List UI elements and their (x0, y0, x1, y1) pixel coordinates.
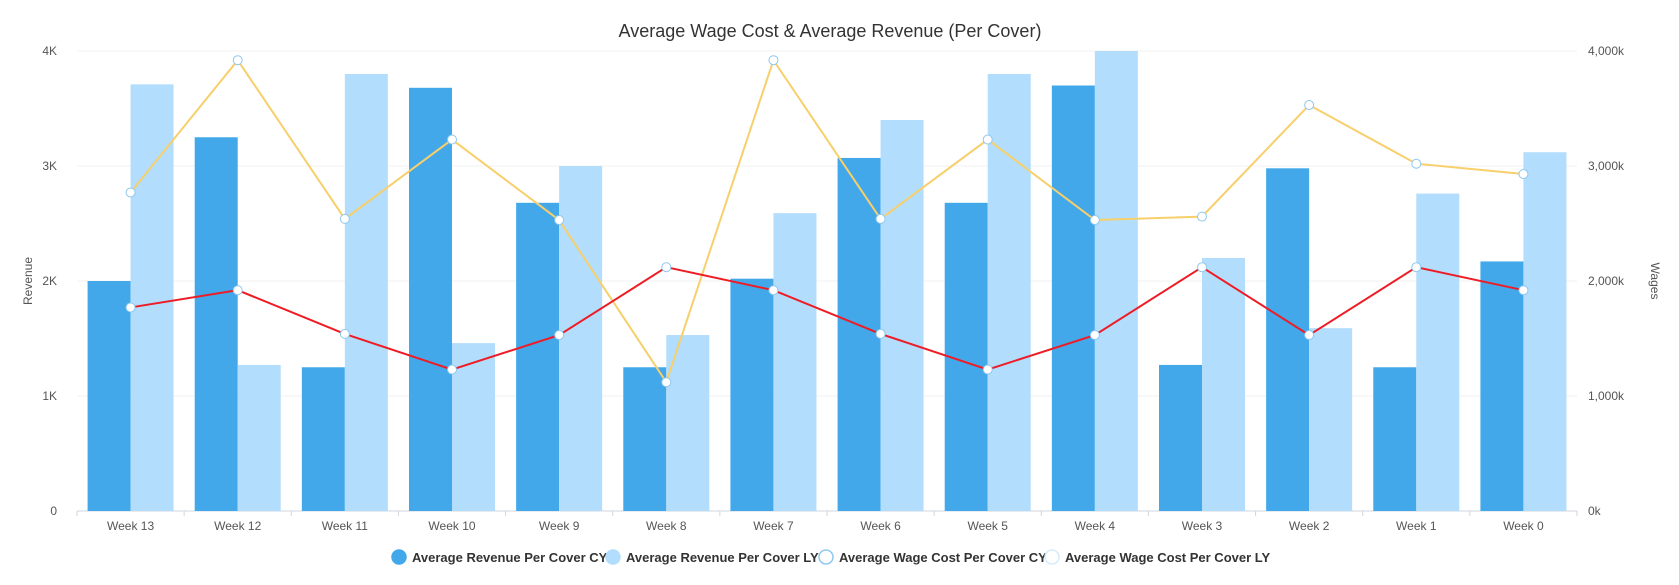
x-tick-label: Week 6 (860, 519, 901, 533)
bar-revenue-ly[interactable] (880, 120, 924, 511)
point-wage-ly[interactable] (982, 134, 993, 145)
x-tick-label: Week 9 (539, 519, 580, 533)
bar-revenue-ly[interactable] (130, 84, 174, 511)
point-wage-ly[interactable] (232, 55, 243, 66)
bar-revenue-cy[interactable] (1266, 168, 1310, 512)
bar-revenue-cy[interactable] (623, 367, 667, 511)
y-axis-left-title: Revenue (21, 257, 35, 305)
y-right-tick-label: 0k (1588, 504, 1602, 518)
bar-series (87, 51, 1567, 512)
bar-revenue-cy[interactable] (516, 202, 560, 512)
bar-revenue-ly[interactable] (987, 74, 1031, 511)
y-right-tick-label: 1,000k (1588, 389, 1625, 403)
y-axis-right-title: Wages (1648, 263, 1662, 300)
y-left-tick-label: 4K (42, 44, 57, 58)
x-tick-label: Week 13 (107, 519, 154, 533)
point-wage-ly[interactable] (875, 213, 886, 224)
legend-label[interactable]: Average Revenue Per Cover LY (626, 550, 819, 565)
point-wage-ly[interactable] (661, 377, 672, 388)
bar-revenue-ly[interactable] (666, 335, 710, 511)
point-wage-cy[interactable] (554, 330, 565, 341)
line-series (125, 55, 1529, 388)
y-right-tick-label: 3,000k (1588, 159, 1625, 173)
bar-revenue-cy[interactable] (1480, 261, 1524, 511)
point-wage-ly[interactable] (554, 215, 565, 226)
bar-revenue-cy[interactable] (87, 281, 131, 511)
legend-label[interactable]: Average Revenue Per Cover CY (412, 550, 608, 565)
point-wage-ly[interactable] (1197, 211, 1207, 222)
x-tick-label: Week 11 (322, 519, 369, 533)
legend-marker[interactable] (391, 549, 407, 565)
point-wage-ly[interactable] (768, 55, 779, 66)
point-wage-cy[interactable] (339, 328, 350, 339)
bar-revenue-cy[interactable] (301, 367, 345, 511)
y-left-tick-label: 0 (50, 504, 57, 518)
bar-revenue-ly[interactable] (452, 343, 495, 511)
x-tick-label: Week 0 (1503, 519, 1544, 533)
line-wage-cy (130, 266, 1524, 371)
point-wage-ly[interactable] (1518, 169, 1529, 180)
bar-revenue-ly[interactable] (237, 364, 281, 511)
bar-revenue-cy[interactable] (837, 157, 881, 511)
legend-marker[interactable] (605, 549, 621, 565)
point-wage-cy[interactable] (125, 302, 136, 313)
point-wage-cy[interactable] (661, 262, 672, 273)
point-wage-cy[interactable] (768, 285, 779, 296)
legend-label[interactable]: Average Wage Cost Per Cover LY (1065, 550, 1271, 565)
y-right-tick-label: 2,000k (1588, 274, 1625, 288)
x-tick-label: Week 4 (1075, 519, 1116, 533)
point-wage-cy[interactable] (982, 364, 993, 375)
point-wage-cy[interactable] (1304, 330, 1315, 341)
line-wage-ly (129, 57, 1524, 385)
bar-revenue-cy[interactable] (1373, 367, 1417, 511)
legend-label[interactable]: Average Wage Cost Per Cover CY (839, 550, 1047, 565)
legend-marker[interactable] (818, 549, 834, 565)
point-wage-cy[interactable] (1197, 262, 1207, 273)
point-wage-cy[interactable] (447, 364, 457, 375)
x-tick-label: Week 5 (967, 519, 1008, 533)
axes: 0 1K 2K 3K 4K 0k 1,000k 2,000k 3,000k 4,000k Week … (42, 44, 1625, 533)
point-wage-ly[interactable] (1411, 158, 1422, 169)
point-wage-cy[interactable] (232, 285, 243, 296)
y-left-tick-label: 3K (42, 159, 57, 173)
y-right-tick-label: 4,000k (1588, 44, 1625, 58)
x-tick-label: Week 7 (753, 519, 794, 533)
x-tick-label: Week 12 (214, 519, 261, 533)
bar-revenue-ly[interactable] (1523, 152, 1567, 511)
y-left-tick-label: 2K (42, 274, 57, 288)
bar-revenue-cy[interactable] (730, 278, 774, 511)
point-wage-cy[interactable] (1411, 262, 1422, 273)
bar-revenue-ly[interactable] (1202, 258, 1245, 511)
x-tick-label: Week 10 (428, 519, 475, 533)
legend: Average Revenue Per Cover CY Average Reve… (391, 549, 1271, 565)
bar-revenue-cy[interactable] (194, 137, 238, 511)
bar-revenue-ly[interactable] (1094, 51, 1138, 511)
chart-title: Average Wage Cost & Average Revenue (Per… (619, 21, 1042, 41)
point-wage-ly[interactable] (1089, 215, 1100, 226)
point-wage-cy[interactable] (875, 328, 886, 339)
x-tick-label: Week 8 (646, 519, 687, 533)
bar-revenue-ly[interactable] (1416, 193, 1460, 511)
point-wage-ly[interactable] (447, 134, 457, 145)
bar-revenue-cy[interactable] (1051, 85, 1095, 512)
bar-revenue-ly[interactable] (344, 74, 388, 511)
x-tick-label: Week 3 (1182, 519, 1223, 533)
bar-revenue-cy[interactable] (409, 87, 452, 512)
point-wage-ly[interactable] (125, 187, 136, 198)
x-tick-label: Week 1 (1396, 519, 1437, 533)
legend-marker[interactable] (1044, 549, 1060, 565)
point-wage-ly[interactable] (1304, 100, 1315, 111)
bar-revenue-cy[interactable] (1159, 364, 1202, 511)
bar-revenue-ly[interactable] (773, 213, 817, 511)
bar-revenue-ly[interactable] (559, 166, 603, 511)
point-wage-cy[interactable] (1089, 330, 1100, 341)
x-tick-label: Week 2 (1289, 519, 1330, 533)
bar-revenue-ly[interactable] (1309, 328, 1353, 511)
point-wage-ly[interactable] (339, 213, 350, 224)
y-left-tick-label: 1K (42, 389, 57, 403)
point-wage-cy[interactable] (1518, 285, 1529, 296)
